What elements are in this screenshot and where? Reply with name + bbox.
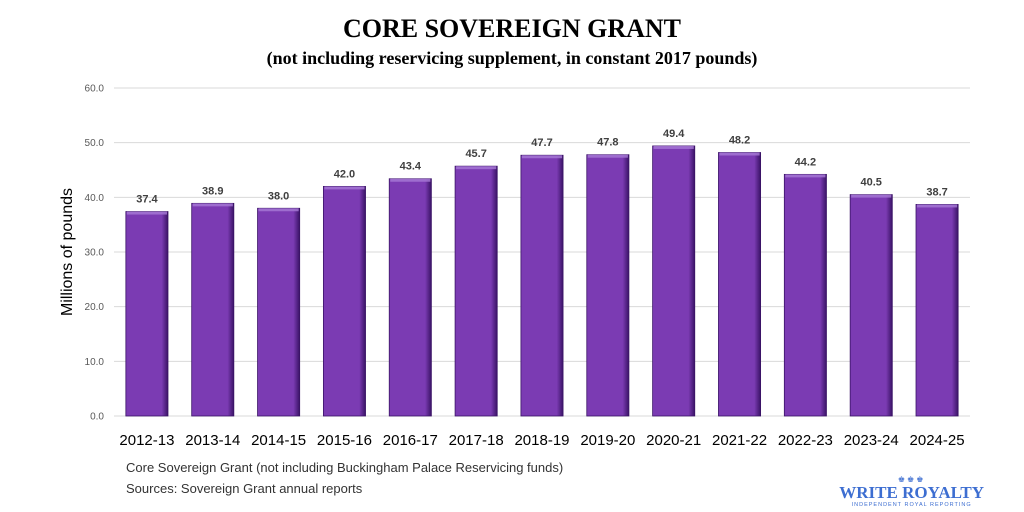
chart-subtitle: (not including reservicing supplement, i…	[266, 48, 758, 68]
footnote-sources: Sources: Sovereign Grant annual reports	[126, 481, 363, 496]
bar	[520, 154, 564, 417]
data-label: 38.9	[202, 185, 223, 197]
y-tick-label: 60.0	[85, 84, 105, 95]
data-label: 48.2	[729, 135, 750, 147]
data-label: 42.0	[334, 168, 355, 180]
x-tick-label: 2024-25	[910, 432, 965, 449]
brand-logo: ♚♚♚ WRITE ROYALTY INDEPENDENT ROYAL REPO…	[839, 476, 984, 509]
bar	[454, 165, 498, 417]
data-label: 38.7	[926, 186, 947, 198]
x-tick-label: 2019-20	[580, 432, 635, 449]
x-tick-label: 2014-15	[251, 432, 306, 449]
bar-highlight	[390, 178, 431, 182]
bar	[718, 152, 762, 417]
bar	[322, 185, 366, 417]
x-tick-label: 2013-14	[185, 432, 240, 449]
bar-highlight	[653, 145, 694, 149]
bar	[586, 154, 630, 417]
bar	[783, 173, 827, 417]
bar-highlight	[192, 203, 233, 207]
x-tick-label: 2015-16	[317, 432, 372, 449]
x-tick-label: 2016-17	[383, 432, 438, 449]
data-label: 45.7	[465, 148, 486, 160]
bar-highlight	[521, 155, 563, 159]
data-label: 49.4	[663, 128, 685, 140]
bar-highlight	[258, 208, 299, 212]
bar-highlight	[917, 204, 958, 208]
bar	[652, 145, 696, 417]
brand-name: WRITE ROYALTY	[839, 483, 984, 502]
bar	[915, 204, 959, 417]
bar-highlight	[785, 174, 826, 178]
data-label: 37.4	[136, 194, 158, 206]
data-label: 38.0	[268, 190, 289, 202]
y-tick-label: 10.0	[85, 357, 105, 368]
y-tick-label: 0.0	[90, 412, 104, 423]
x-tick-label: 2021-22	[712, 432, 767, 449]
crown-icon: ♚♚♚	[897, 475, 926, 484]
data-label: 43.4	[400, 161, 422, 173]
bar-highlight	[851, 194, 892, 198]
y-tick-label: 20.0	[85, 302, 105, 313]
data-label: 47.7	[531, 137, 552, 149]
x-tick-label: 2020-21	[646, 432, 701, 449]
data-label: 40.5	[861, 177, 882, 189]
bar-highlight	[324, 186, 365, 190]
x-tick-label: 2012-13	[119, 432, 174, 449]
bar-highlight	[587, 154, 628, 158]
data-label: 44.2	[795, 156, 816, 168]
bar-highlight	[719, 152, 760, 156]
bar-highlight	[126, 211, 167, 215]
y-tick-label: 30.0	[85, 248, 105, 259]
bar	[125, 211, 169, 417]
bar	[388, 178, 432, 417]
footnote-description: Core Sovereign Grant (not including Buck…	[126, 460, 564, 475]
bar-highlight	[456, 166, 497, 170]
bar	[257, 207, 301, 417]
y-tick-label: 50.0	[85, 138, 105, 149]
data-label: 47.8	[597, 137, 618, 149]
bar	[191, 202, 235, 417]
x-tick-label: 2023-24	[844, 432, 899, 449]
brand-tagline: INDEPENDENT ROYAL REPORTING	[851, 502, 972, 508]
bar	[849, 194, 893, 417]
chart-title: CORE SOVEREIGN GRANT	[342, 14, 682, 43]
x-tick-label: 2022-23	[778, 432, 833, 449]
y-tick-label: 40.0	[85, 193, 105, 204]
x-tick-label: 2017-18	[449, 432, 504, 449]
x-tick-label: 2018-19	[514, 432, 569, 449]
